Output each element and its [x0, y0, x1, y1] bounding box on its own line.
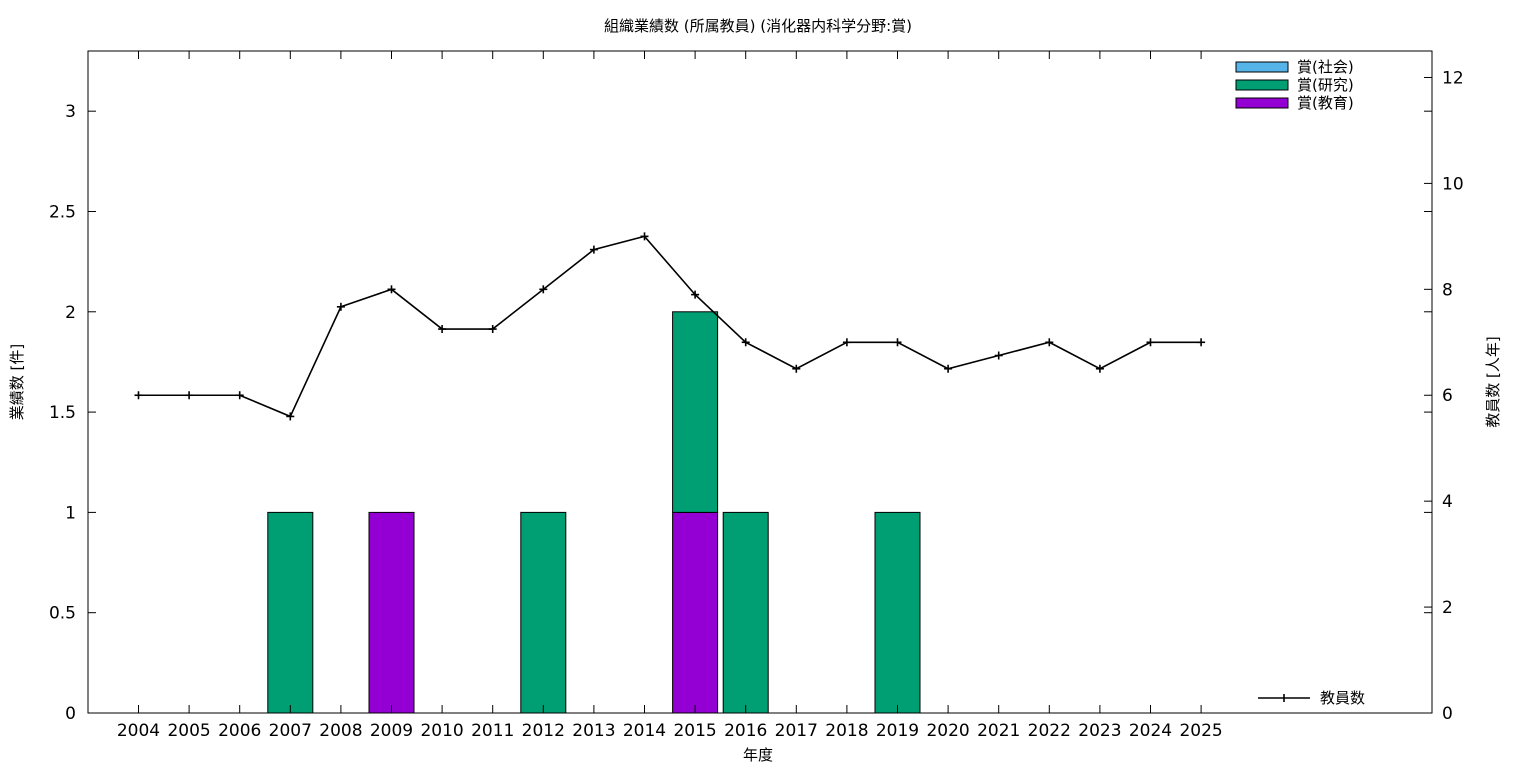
x-tick-label: 2006: [218, 721, 261, 741]
legend-swatch: [1235, 61, 1289, 73]
line-point-2007: [286, 412, 295, 421]
bar-2007-series-1: [267, 511, 314, 714]
line-point-2011: [488, 325, 497, 334]
x-tick-label: 2018: [825, 721, 868, 741]
x-tick-label: 2022: [1028, 721, 1071, 741]
bar-2012-series-1: [520, 511, 567, 714]
line-point-2023: [1095, 364, 1104, 373]
bar-2015-series-1: [672, 311, 719, 513]
line-point-2010: [438, 325, 447, 334]
y2-tick-label: 4: [1442, 492, 1453, 512]
line-point-2019: [893, 338, 902, 347]
y2-tick-label: 2: [1442, 598, 1453, 618]
line-point-2006: [235, 391, 244, 400]
line-point-2025: [1197, 338, 1206, 347]
x-tick-label: 2021: [977, 721, 1020, 741]
y-axis-label: 業績数 [件]: [8, 344, 26, 420]
line-point-2014: [640, 232, 649, 241]
y2-tick-label: 12: [1442, 68, 1464, 88]
x-tick-label: 2009: [370, 721, 413, 741]
line-point-2020: [944, 364, 953, 373]
line-point-2022: [1045, 338, 1054, 347]
line-point-2015: [691, 290, 700, 299]
bars: [267, 311, 921, 714]
y2-tick-label: 0: [1442, 704, 1453, 724]
y-tick-label: 0.5: [49, 604, 76, 624]
line-point-2024: [1146, 338, 1155, 347]
line-series-teachers: [134, 232, 1206, 421]
line-point-2004: [134, 391, 143, 400]
y-tick-label: 1: [65, 503, 76, 523]
x-tick-label: 2024: [1129, 721, 1172, 741]
legend-swatch: [1235, 79, 1289, 91]
y2-tick-label: 6: [1442, 386, 1453, 406]
bar-2009-series-0: [368, 511, 415, 714]
y-tick-label: 1.5: [49, 403, 76, 423]
bar-2015-series-0: [672, 511, 719, 714]
line-point-2005: [185, 391, 194, 400]
y-tick-label: 0: [65, 704, 76, 724]
line-point-2016: [741, 338, 750, 347]
bar-2016-series-1: [722, 511, 769, 714]
legend: 賞(社会)賞(研究)賞(教育) 教員数: [1235, 58, 1365, 707]
x-tick-label: 2007: [269, 721, 312, 741]
x-tick-label: 2011: [471, 721, 514, 741]
plot-frame: [87, 50, 1433, 714]
x-tick-label: 2020: [926, 721, 969, 741]
x-tick-label: 2014: [623, 721, 666, 741]
legend-label: 賞(教育): [1297, 94, 1354, 112]
line-point-2013: [589, 245, 598, 254]
axis-ticks: 0 0.5 1 1.5 2 2.5 3 0 2 4 6 8 10 12 2004 2005 2006 2007 20…: [49, 51, 1464, 741]
x-tick-label: 2010: [420, 721, 463, 741]
y-tick-label: 2.5: [49, 202, 76, 222]
x-tick-label: 2025: [1179, 721, 1222, 741]
line-point-2021: [994, 351, 1003, 360]
x-tick-label: 2016: [724, 721, 767, 741]
bar-2019-series-1: [874, 511, 921, 714]
line-point-2017: [792, 364, 801, 373]
x-axis-label: 年度: [743, 746, 773, 764]
legend-label: 賞(研究): [1297, 76, 1354, 94]
x-tick-label: 2015: [673, 721, 716, 741]
legend-label-teachers: 教員数: [1320, 689, 1365, 707]
line-point-2018: [842, 338, 851, 347]
legend-swatch: [1235, 97, 1289, 109]
x-tick-label: 2017: [775, 721, 818, 741]
x-tick-label: 2005: [167, 721, 210, 741]
y2-tick-label: 8: [1442, 280, 1453, 300]
line-point-2009: [387, 285, 396, 294]
x-tick-label: 2013: [572, 721, 615, 741]
x-tick-label: 2012: [522, 721, 565, 741]
line-point-2008: [336, 302, 345, 311]
legend-label: 賞(社会): [1297, 58, 1354, 76]
line-teachers-path: [138, 235, 1202, 418]
chart-title: 組織業績数 (所属教員) (消化器内科学分野:賞): [604, 17, 912, 35]
x-tick-label: 2004: [117, 721, 160, 741]
line-point-2012: [539, 285, 548, 294]
y2-tick-label: 10: [1442, 174, 1464, 194]
y-tick-label: 3: [65, 102, 76, 122]
x-tick-label: 2023: [1078, 721, 1121, 741]
y2-axis-label: 教員数 [人年]: [1484, 336, 1502, 427]
x-tick-label: 2019: [876, 721, 919, 741]
y-tick-label: 2: [65, 303, 76, 323]
x-tick-label: 2008: [319, 721, 362, 741]
